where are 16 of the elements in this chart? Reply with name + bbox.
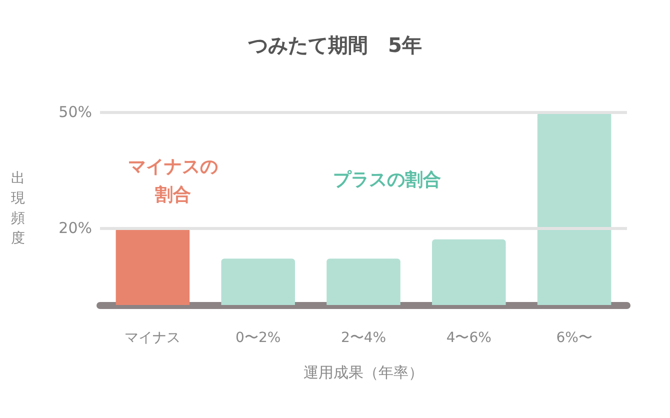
bar <box>221 258 295 305</box>
bar <box>326 258 400 305</box>
y-tick-label: 20% <box>58 218 92 237</box>
y-axis-title: 出現頻度 <box>11 170 25 246</box>
y-tick-label: 50% <box>58 103 92 121</box>
annotation: プラスの割合 <box>333 170 441 190</box>
x-tick-label: マイナス <box>124 330 181 346</box>
bar <box>537 112 612 305</box>
annotation: マイナスの割合 <box>128 156 218 206</box>
x-tick-label: 6%〜 <box>556 330 592 346</box>
x-tick-label: 0〜2% <box>236 330 281 346</box>
x-tick-label: 2〜4% <box>340 330 386 346</box>
chart-title: つみたて期間 5年 <box>248 33 422 57</box>
x-tick-label: 4〜6% <box>446 330 492 346</box>
bar <box>432 239 506 305</box>
x-axis-title: 運用成果（年率） <box>304 364 424 382</box>
